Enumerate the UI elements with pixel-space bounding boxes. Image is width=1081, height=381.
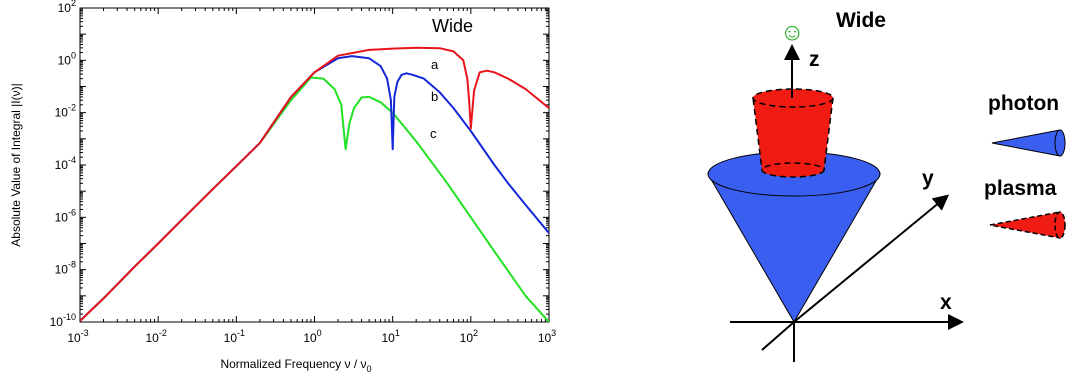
y-tick-label: 10-6	[55, 207, 76, 224]
curves	[80, 46, 549, 322]
y-tick-label: 100	[58, 50, 76, 67]
axis-ticks	[79, 8, 549, 323]
y-tick-labels: 10-10 10-8 10-6 10-4 10-2 100 102	[50, 0, 76, 329]
x-tick-label: 101	[381, 328, 399, 345]
smiley-icon: ☺	[780, 19, 805, 46]
series-label-a: a	[431, 57, 439, 72]
axis-label-z: z	[809, 48, 820, 71]
diagram-title: Wide	[836, 9, 886, 32]
legend-plasma-cone-icon	[989, 211, 1066, 239]
series-line-a	[80, 46, 549, 322]
series-line-b	[80, 55, 549, 322]
x-tick-label: 100	[303, 328, 321, 345]
y-tick-label: 10-2	[55, 103, 76, 120]
y-tick-label: 10-10	[50, 312, 76, 329]
y-tick-label: 10-4	[55, 155, 76, 172]
cone-geometry-diagram: ☺ Wide z y x photon plasma	[707, 9, 1066, 362]
x-tick-label: 10-3	[67, 328, 88, 345]
x-axis-label: Normalized Frequency ν / ν0	[220, 357, 371, 374]
axis-label-x: x	[940, 291, 952, 314]
x-tick-label: 102	[460, 328, 478, 345]
frequency-response-chart: 10-3 10-2 10-1 100 101 102 103 10-1010-810-610…	[9, 0, 556, 374]
series-label-c: c	[430, 126, 437, 141]
series-label-b: b	[431, 89, 438, 104]
legend-photon-cone-icon	[991, 129, 1066, 157]
series-line-c	[80, 76, 549, 322]
x-tick-label: 10-1	[224, 328, 245, 345]
x-tick-label: 103	[538, 328, 556, 345]
y-tick-label: 10-8	[55, 260, 76, 277]
plasma-cone	[752, 88, 834, 178]
legend-photon-label: photon	[988, 92, 1059, 115]
diag-axis-lower	[761, 321, 795, 351]
y-axis-label: Absolute Value of Integral |I(ν)|	[9, 83, 23, 246]
x-tick-labels: 10-3 10-2 10-1 100 101 102 103	[67, 328, 556, 345]
x-tick-label: 10-2	[145, 328, 166, 345]
axis-label-y: y	[922, 167, 934, 190]
chart-title: Wide	[432, 16, 473, 36]
plot-frame	[79, 7, 550, 323]
y-tick-label: 102	[58, 0, 76, 15]
y-axis-arrow	[793, 194, 950, 323]
legend-plasma-label: plasma	[984, 177, 1057, 200]
